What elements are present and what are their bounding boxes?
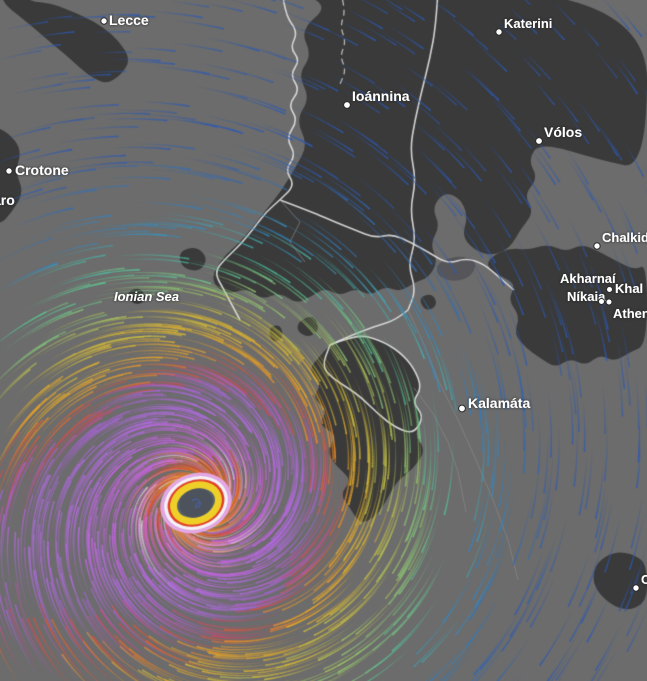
- svg-text:Ioánnina: Ioánnina: [352, 88, 410, 104]
- svg-text:Crotone: Crotone: [15, 162, 69, 178]
- svg-text:C: C: [641, 572, 647, 587]
- svg-text:Ionian Sea: Ionian Sea: [114, 289, 179, 304]
- svg-text:Akharnaí: Akharnaí: [560, 271, 616, 286]
- svg-text:Chalkida: Chalkida: [602, 230, 647, 245]
- svg-text:Kalamáta: Kalamáta: [468, 395, 530, 411]
- svg-text:Vólos: Vólos: [544, 124, 582, 140]
- svg-text:Athens: Athens: [613, 306, 647, 321]
- svg-text:zaro: zaro: [0, 192, 15, 208]
- svg-text:Khal: Khal: [615, 281, 643, 296]
- svg-text:Lecce: Lecce: [109, 12, 149, 28]
- svg-text:Katerini: Katerini: [504, 16, 552, 31]
